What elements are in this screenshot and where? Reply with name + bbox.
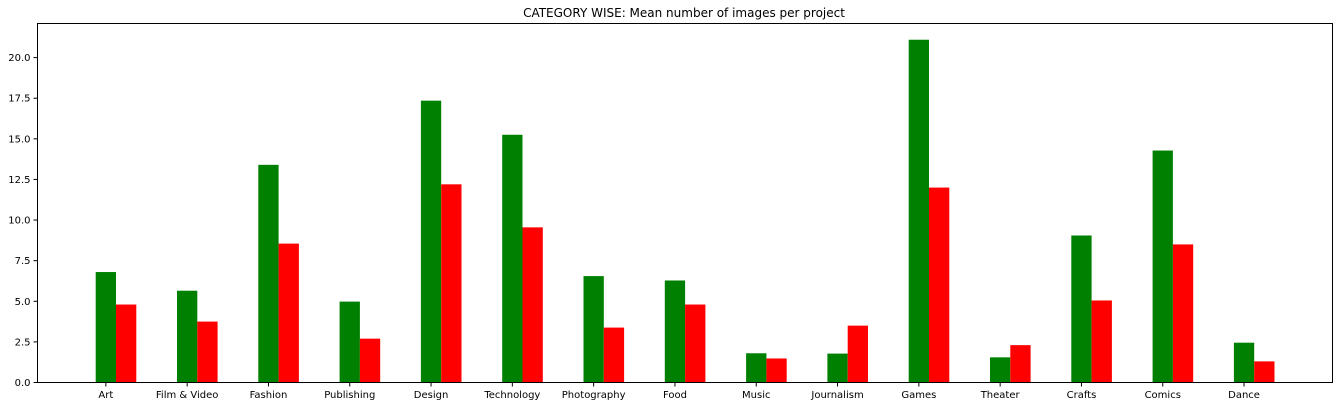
plot-frame — [37, 23, 1333, 383]
bar-red-games — [929, 187, 950, 383]
bar-red-film-video — [197, 321, 218, 383]
y-tick-label: 0.0 — [15, 378, 31, 389]
x-tick-label-dance: Dance — [1228, 390, 1260, 401]
bar-green-film-video — [177, 290, 198, 383]
x-tick-label-theater: Theater — [980, 390, 1021, 401]
bar-red-crafts — [1091, 300, 1112, 383]
x-tick-label-technology: Technology — [483, 390, 540, 401]
bar-red-comics — [1172, 244, 1194, 383]
chart-title: CATEGORY WISE: Mean number of images per… — [523, 6, 845, 20]
bar-red-dance — [1254, 361, 1275, 383]
x-axis: Art Film & Video Fashion Publishing Design Te… — [98, 382, 1260, 401]
x-tick-label-design: Design — [414, 390, 449, 401]
bar-red-journalism — [847, 325, 868, 383]
x-tick-label-fashion: Fashion — [250, 390, 288, 401]
x-tick-label-music: Music — [742, 390, 770, 401]
x-tick-label-journalism: Journalism — [810, 390, 863, 401]
bar-red-fashion — [278, 243, 299, 383]
bar-red-design — [441, 184, 462, 383]
bar-red-music — [766, 358, 787, 383]
y-axis: 0.0 2.5 5.0 7.5 10.0 12.5 15.0 17.5 20.0 — [8, 53, 38, 389]
x-tick-label-food: Food — [663, 390, 687, 401]
bar-green-theater — [990, 357, 1011, 383]
bar-red-theater — [1010, 345, 1031, 383]
x-tick-label-comics: Comics — [1145, 390, 1181, 401]
bar-green-fashion — [258, 164, 279, 383]
y-tick-label: 7.5 — [15, 256, 31, 267]
y-tick-label: 12.5 — [8, 175, 30, 186]
bar-green-food — [664, 280, 686, 383]
bar-green-crafts — [1071, 235, 1092, 383]
bar-green-dance — [1233, 342, 1255, 383]
bar-green-comics — [1152, 150, 1173, 383]
bar-red-technology — [522, 227, 543, 383]
x-tick-label-art: Art — [98, 390, 113, 401]
bar-red-art — [116, 304, 137, 383]
x-tick-label-publishing: Publishing — [324, 390, 375, 401]
y-tick-label: 10.0 — [8, 216, 30, 227]
bar-red-food — [685, 304, 706, 383]
bar-green-publishing — [339, 301, 360, 383]
bar-green-technology — [502, 134, 523, 383]
x-tick-label-photography: Photography — [562, 390, 626, 401]
bar-green-journalism — [827, 353, 848, 383]
bar-green-art — [95, 272, 116, 383]
x-tick-label-games: Games — [901, 390, 936, 401]
bar-green-games — [908, 39, 929, 383]
x-tick-label-film-video: Film & Video — [156, 390, 219, 401]
bar-green-design — [420, 100, 442, 383]
y-tick-label: 17.5 — [8, 94, 30, 105]
y-tick-label: 15.0 — [8, 134, 30, 145]
bar-red-photography — [603, 327, 625, 383]
y-tick-label: 2.5 — [15, 337, 31, 348]
bar-green-photography — [583, 276, 604, 383]
y-tick-label: 5.0 — [15, 297, 31, 308]
x-tick-label-crafts: Crafts — [1067, 390, 1097, 401]
bar-red-publishing — [359, 338, 381, 383]
bars-group — [95, 39, 1275, 383]
bar-green-music — [746, 353, 767, 383]
y-tick-label: 20.0 — [8, 53, 30, 64]
